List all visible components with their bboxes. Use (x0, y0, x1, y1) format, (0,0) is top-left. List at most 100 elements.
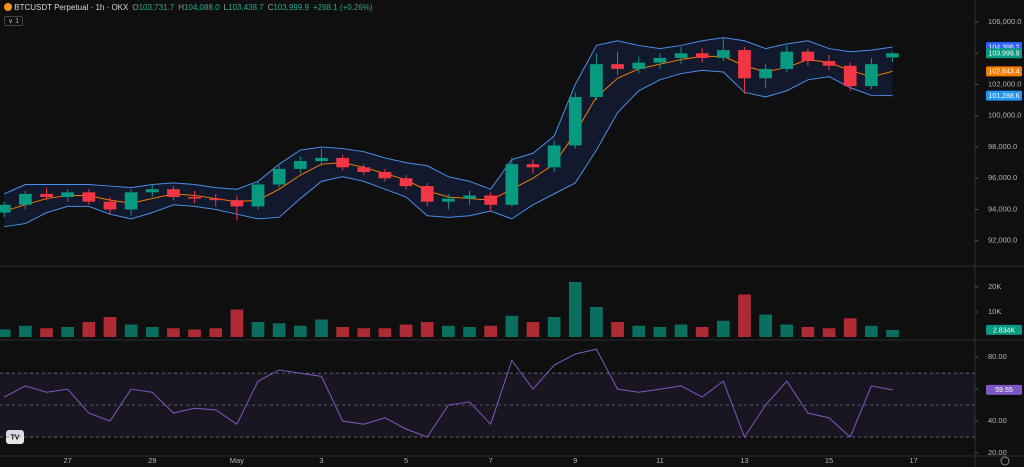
candle-body (695, 53, 709, 58)
candle-body (716, 50, 730, 58)
x-tick-label: 7 (489, 456, 493, 465)
candle-body (865, 64, 878, 87)
rsi-line (3, 348, 893, 439)
price-tag-label: 2.834K (993, 327, 1016, 334)
candle-body (759, 68, 772, 79)
volume-bar (272, 323, 286, 337)
volume-bar (251, 322, 265, 337)
ohlc-value: 103,999.9 (273, 3, 309, 12)
volume-bar (315, 319, 328, 337)
candle-body (82, 192, 96, 202)
x-tick-label: 9 (573, 456, 577, 465)
y-tick-label: 98,000.0 (988, 142, 1017, 151)
volume-bar (738, 294, 751, 337)
settings-icon[interactable] (1000, 456, 1010, 466)
candle-body (61, 192, 75, 197)
volume-bar (801, 327, 815, 337)
volume-bar (822, 328, 836, 337)
candle-body (167, 189, 180, 197)
candle-body (738, 50, 751, 79)
candle-body (801, 51, 815, 62)
candle-body (822, 61, 836, 66)
volume-bar (167, 328, 180, 337)
volume-bar (547, 317, 561, 337)
volume-bar (230, 309, 244, 337)
volume-bar (653, 327, 667, 337)
candle-body (251, 184, 265, 207)
candle-body (886, 53, 899, 58)
ohlc-key: H (178, 3, 184, 12)
candle-body (399, 178, 413, 187)
y-tick-label: 94,000.0 (988, 204, 1017, 213)
volume-bar (674, 324, 688, 337)
volume-bar (590, 307, 603, 337)
candle-body (293, 161, 307, 169)
volume-bar (611, 322, 624, 337)
price-tag (986, 384, 1022, 395)
candle-body (315, 157, 328, 162)
candle-body (209, 198, 223, 201)
y-tick-label: 92,000.0 (988, 236, 1017, 245)
symbol-icon (4, 3, 12, 11)
candle-body (420, 186, 434, 202)
volume-bar (0, 329, 11, 337)
volume-bar (124, 324, 138, 337)
volume-bar (399, 324, 413, 337)
x-tick-label: 15 (825, 456, 833, 465)
candle-body (442, 198, 455, 202)
volume-bar (293, 325, 307, 337)
logo: TV (6, 430, 24, 444)
indicator-count: 1 (15, 18, 19, 25)
volume-bar (188, 329, 201, 337)
symbol: BTCUSDT Perpetual · 1h · OKX (14, 3, 129, 12)
volume-bar (209, 328, 223, 337)
volume-bar (103, 317, 117, 337)
candle-body (0, 204, 11, 213)
volume-bar (568, 282, 582, 337)
candle-body (124, 192, 138, 210)
volume-bar (357, 328, 371, 337)
candle-body (484, 195, 498, 205)
candle-body (590, 64, 603, 97)
x-tick-label: May (230, 456, 244, 465)
candle-body (653, 57, 667, 63)
y-tick-label: 100,000.0 (988, 111, 1021, 120)
ohlc-value: 104,088.0 (183, 3, 220, 12)
x-tick-label: 5 (404, 456, 408, 465)
volume-bar (716, 320, 730, 337)
volume-bar (145, 327, 159, 337)
x-tick-label: 11 (656, 456, 664, 465)
volume-bar (82, 322, 96, 337)
svg-text:TV: TV (11, 434, 20, 441)
volume-bar (463, 327, 476, 337)
ohlc-key: O (132, 3, 139, 12)
volume-bar (420, 322, 434, 337)
price-tag (986, 66, 1022, 77)
ohlc-value: 103,731.7 (138, 3, 175, 12)
volume-bar (19, 325, 32, 337)
price-tag-label: 104,398.2 (988, 44, 1019, 51)
candle-body (505, 164, 519, 205)
y-tick-label: 40.00 (988, 416, 1007, 425)
candle-body (674, 53, 688, 58)
price-tag (986, 324, 1022, 335)
candle-body (463, 195, 476, 199)
price-tag-label: 103,999.9 (988, 51, 1019, 58)
x-tick-label: 27 (64, 456, 72, 465)
candle-body (272, 168, 286, 185)
volume-bar (759, 314, 772, 337)
candle-body (188, 197, 201, 199)
price-tag (986, 48, 1022, 59)
legend-header: BTCUSDT Perpetual · 1h · OKX O103,731.7 H1… (4, 3, 373, 12)
volume-bar (378, 328, 392, 337)
ohlc-value: 103,438.7 (228, 3, 264, 12)
y-tick-label: 20.00 (988, 448, 1007, 457)
y-tick-label: 10K (988, 307, 1001, 316)
candle-body (547, 145, 561, 168)
x-tick-label: 29 (148, 456, 156, 465)
volume-bar (61, 327, 75, 337)
indicator-toggle[interactable]: ∨ 1 (4, 16, 23, 26)
volume-bar (336, 327, 349, 337)
